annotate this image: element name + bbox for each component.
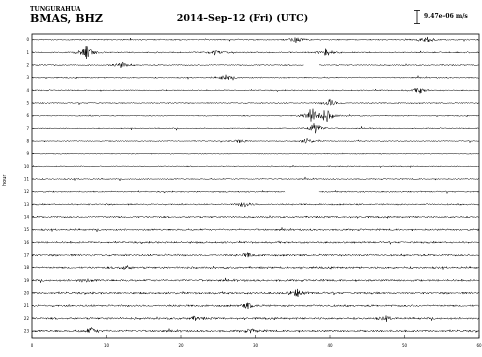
y-tick-label: 8 [26,139,29,144]
trace-hour-5 [31,98,480,106]
x-tick-label: 10 [104,343,110,348]
x-tick-label: 20 [178,343,184,348]
trace-hour-0 [31,36,480,44]
trace-hour-23 [31,326,480,334]
station-channel: BMAS, BHZ [30,12,103,25]
trace-hour-19 [31,277,480,283]
y-tick-label: 4 [26,88,29,93]
trace-hour-4 [31,87,480,94]
y-tick-label: 9 [26,151,29,156]
y-tick-label: 13 [24,202,30,207]
trace-hour-12 [31,189,480,195]
trace-hour-16 [31,239,480,246]
y-tick-label: 11 [24,177,30,182]
plot-date-title: 2014–Sep–12 (Fri) (UTC) [176,13,309,24]
y-tick-label: 6 [26,113,29,118]
x-tick-label: 0 [31,343,34,348]
y-tick-label: 10 [24,164,30,169]
trace-hour-13 [31,202,480,208]
y-tick-label: 17 [24,253,30,258]
trace-hour-22 [31,314,480,322]
y-tick-label: 23 [24,329,30,334]
trace-hour-6 [31,108,480,123]
amplitude-scale-label: 9.47e–06 m/s [424,13,468,20]
y-tick-label: 7 [26,126,29,131]
y-tick-label: 20 [24,291,30,296]
trace-hour-1 [31,46,480,59]
volcano-name: TUNGURAHUA [30,6,81,13]
trace-hour-15 [31,227,480,233]
y-tick-label: 1 [26,50,29,55]
traces-group [31,36,480,334]
trace-hour-3 [31,74,480,81]
y-tick-label: 0 [26,37,29,42]
amplitude-scale-bar-icon [414,10,420,24]
trace-hour-17 [31,252,480,258]
trace-hour-18 [31,264,480,271]
trace-hour-10 [31,164,480,169]
trace-hour-11 [31,176,480,182]
y-tick-label: 22 [24,316,30,321]
y-tick-label: 2 [26,63,29,68]
x-tick-labels: 0 10 20 30 40 50 60 [31,335,482,348]
x-tick-label: 30 [253,343,259,348]
y-tick-label: 12 [24,189,30,194]
trace-hour-14 [31,214,480,220]
trace-hour-9 [31,152,480,155]
x-tick-label: 60 [476,343,482,348]
y-tick-label: 3 [26,75,29,80]
y-tick-label: 19 [24,278,30,283]
y-tick-label: 18 [24,265,30,270]
x-tick-label: 50 [402,343,408,348]
trace-hour-21 [31,302,480,310]
y-tick-label: 15 [24,227,30,232]
y-tick-label: 21 [24,303,30,308]
y-tick-label: 5 [26,101,29,106]
trace-hour-20 [31,288,480,298]
y-tick-label: 14 [24,215,30,220]
x-tick-label: 40 [327,343,333,348]
trace-hour-7 [31,123,480,134]
trace-hour-8 [31,137,480,144]
y-tick-label: 16 [24,240,30,245]
trace-hour-2 [31,61,480,68]
